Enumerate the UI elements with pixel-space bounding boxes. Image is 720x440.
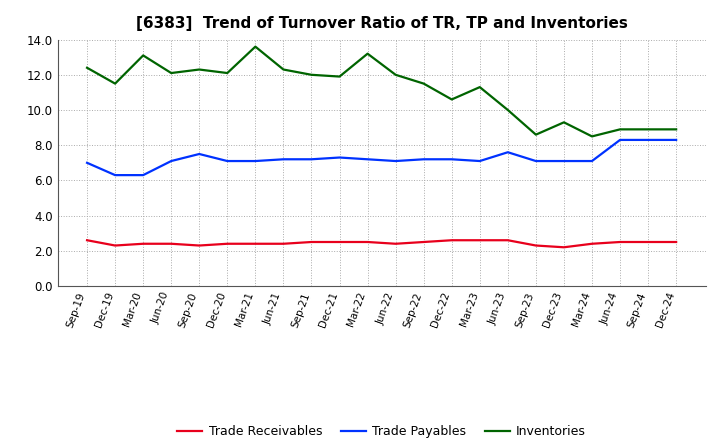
- Inventories: [672, 127, 680, 132]
- Inventories: [139, 53, 148, 58]
- Trade Receivables: [559, 245, 568, 250]
- Inventories: [251, 44, 260, 49]
- Trade Payables: [195, 151, 204, 157]
- Trade Payables: [588, 158, 596, 164]
- Trade Receivables: [195, 243, 204, 248]
- Inventories: [531, 132, 540, 137]
- Trade Payables: [672, 137, 680, 143]
- Inventories: [111, 81, 120, 86]
- Trade Receivables: [223, 241, 232, 246]
- Trade Receivables: [616, 239, 624, 245]
- Trade Receivables: [139, 241, 148, 246]
- Line: Trade Receivables: Trade Receivables: [87, 240, 676, 247]
- Trade Receivables: [447, 238, 456, 243]
- Trade Receivables: [588, 241, 596, 246]
- Inventories: [195, 67, 204, 72]
- Inventories: [475, 84, 484, 90]
- Trade Payables: [616, 137, 624, 143]
- Trade Payables: [475, 158, 484, 164]
- Trade Receivables: [83, 238, 91, 243]
- Trade Payables: [391, 158, 400, 164]
- Line: Inventories: Inventories: [87, 47, 676, 136]
- Legend: Trade Receivables, Trade Payables, Inventories: Trade Receivables, Trade Payables, Inven…: [172, 420, 591, 440]
- Inventories: [503, 107, 512, 113]
- Title: [6383]  Trend of Turnover Ratio of TR, TP and Inventories: [6383] Trend of Turnover Ratio of TR, TP…: [135, 16, 628, 32]
- Inventories: [336, 74, 344, 79]
- Inventories: [447, 97, 456, 102]
- Inventories: [419, 81, 428, 86]
- Trade Receivables: [336, 239, 344, 245]
- Trade Receivables: [111, 243, 120, 248]
- Line: Trade Payables: Trade Payables: [87, 140, 676, 175]
- Trade Payables: [223, 158, 232, 164]
- Trade Payables: [336, 155, 344, 160]
- Inventories: [588, 134, 596, 139]
- Inventories: [616, 127, 624, 132]
- Trade Receivables: [503, 238, 512, 243]
- Trade Payables: [531, 158, 540, 164]
- Trade Payables: [111, 172, 120, 178]
- Trade Payables: [644, 137, 652, 143]
- Inventories: [391, 72, 400, 77]
- Trade Payables: [559, 158, 568, 164]
- Inventories: [307, 72, 316, 77]
- Trade Payables: [167, 158, 176, 164]
- Trade Payables: [419, 157, 428, 162]
- Trade Receivables: [364, 239, 372, 245]
- Trade Payables: [307, 157, 316, 162]
- Trade Payables: [503, 150, 512, 155]
- Inventories: [167, 70, 176, 76]
- Trade Payables: [279, 157, 288, 162]
- Trade Receivables: [391, 241, 400, 246]
- Trade Receivables: [475, 238, 484, 243]
- Trade Receivables: [672, 239, 680, 245]
- Inventories: [644, 127, 652, 132]
- Trade Payables: [251, 158, 260, 164]
- Trade Payables: [139, 172, 148, 178]
- Trade Receivables: [644, 239, 652, 245]
- Trade Payables: [83, 160, 91, 165]
- Trade Receivables: [279, 241, 288, 246]
- Trade Receivables: [307, 239, 316, 245]
- Inventories: [83, 65, 91, 70]
- Trade Receivables: [251, 241, 260, 246]
- Trade Receivables: [167, 241, 176, 246]
- Inventories: [223, 70, 232, 76]
- Inventories: [559, 120, 568, 125]
- Trade Payables: [447, 157, 456, 162]
- Inventories: [364, 51, 372, 56]
- Trade Receivables: [419, 239, 428, 245]
- Trade Receivables: [531, 243, 540, 248]
- Inventories: [279, 67, 288, 72]
- Trade Payables: [364, 157, 372, 162]
